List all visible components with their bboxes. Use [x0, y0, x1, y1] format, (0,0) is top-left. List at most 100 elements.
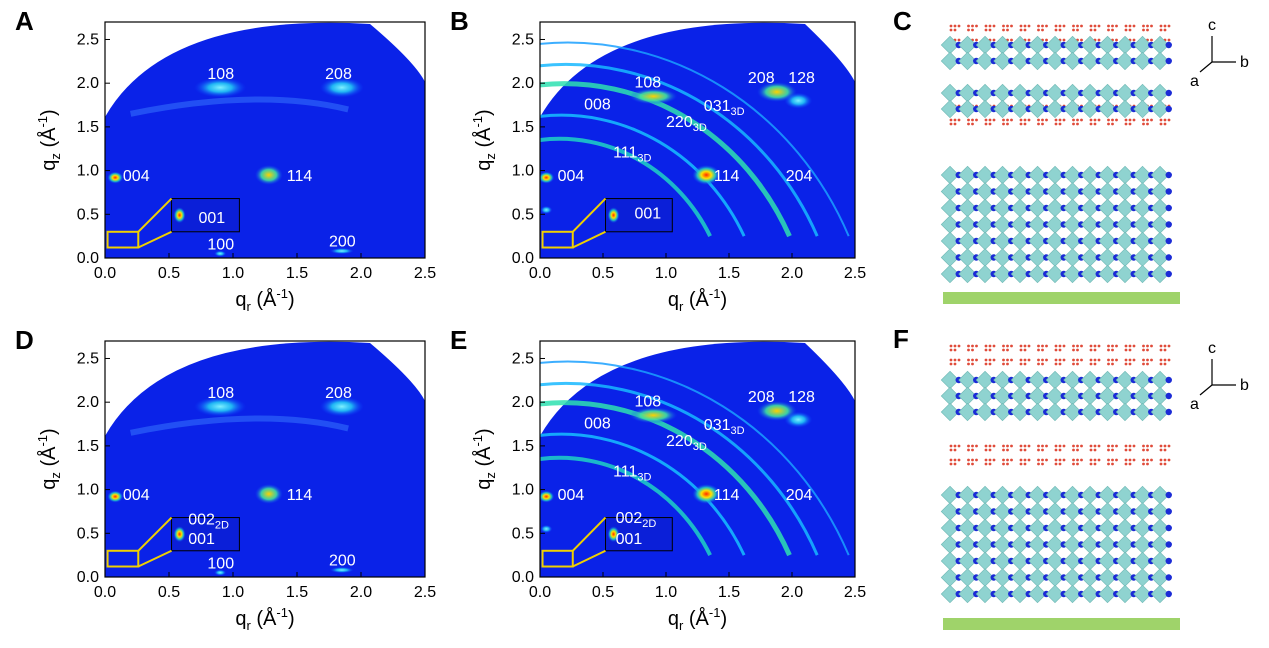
- organic-atom: [984, 122, 988, 126]
- organic-atom: [1097, 38, 1101, 42]
- organic-atom: [1142, 462, 1145, 466]
- x-tick-label: 1.5: [286, 584, 308, 601]
- organic-atom: [1167, 38, 1171, 42]
- organic-atom: [1167, 444, 1171, 448]
- organic-atom: [1027, 358, 1031, 362]
- scattering-ring: [540, 81, 792, 238]
- organic-atom: [949, 462, 953, 466]
- organic-atom: [1167, 24, 1171, 28]
- organic-atom: [1132, 444, 1136, 448]
- organic-atom: [1041, 28, 1044, 32]
- organic-atom: [967, 118, 970, 122]
- octahedron: [1080, 99, 1100, 119]
- substrate: [943, 292, 1180, 304]
- organic-atom: [1163, 118, 1167, 122]
- organic-atom: [1097, 458, 1101, 462]
- organic-atom: [1111, 462, 1114, 466]
- octahedron: [1063, 584, 1082, 604]
- diffraction-spot: [540, 524, 553, 533]
- organic-atom: [1076, 462, 1079, 466]
- inset-spot: [173, 207, 186, 224]
- organic-atom: [957, 444, 961, 448]
- organic-atom: [975, 358, 978, 362]
- organic-atom: [1093, 358, 1097, 362]
- organic-atom: [967, 358, 970, 362]
- diffraction-spot: [629, 88, 678, 105]
- organic-atom: [1058, 118, 1062, 122]
- octahedron: [1115, 584, 1135, 604]
- organic-atom: [1146, 462, 1149, 466]
- organic-atom: [1128, 24, 1132, 28]
- peak-labels: 108 208 004 114 001 100 200: [123, 66, 356, 253]
- organic-atom: [1037, 362, 1040, 366]
- organic-atom: [1167, 344, 1171, 348]
- organic-atom: [967, 24, 970, 28]
- y-tick-label: 1.5: [77, 438, 99, 455]
- plot-D: 0.0 0.5 1.0 1.5 2.0 2.5 0.0 0.5 1.0 1.5 2.0 2.5 qr (…: [15, 325, 436, 633]
- organic-atom: [1124, 444, 1128, 448]
- organic-atom: [967, 122, 970, 126]
- organic-atom: [992, 344, 996, 348]
- organic-atom: [988, 462, 992, 466]
- organic-atom: [1002, 458, 1005, 462]
- organic-atom: [1111, 122, 1114, 126]
- organic-atom: [1080, 24, 1083, 28]
- zoom-line: [137, 549, 172, 568]
- octahedron: [1080, 264, 1100, 284]
- cation: [1165, 541, 1172, 548]
- organic-atom: [984, 362, 988, 366]
- octahedron: [1045, 51, 1065, 71]
- organic-atom: [1159, 358, 1163, 362]
- cation: [1165, 237, 1172, 245]
- organic-atom: [1142, 348, 1145, 352]
- diffraction-spot: [540, 171, 555, 184]
- organic-atom: [1019, 348, 1023, 352]
- cation: [1165, 408, 1172, 416]
- organic-atom: [1037, 444, 1040, 448]
- peak-004: 004: [123, 168, 150, 185]
- organic-atom: [1128, 28, 1132, 32]
- organic-atom: [1019, 118, 1023, 122]
- organic-atom: [1023, 358, 1027, 362]
- y-tick-label: 2.0: [77, 75, 99, 92]
- panel-letter: A: [15, 6, 34, 36]
- organic-atom: [1027, 444, 1031, 448]
- cation: [1165, 105, 1172, 113]
- a-axis-arrow: [1199, 61, 1213, 73]
- organic-atom: [1027, 458, 1031, 462]
- x-tick-label: 1.0: [655, 265, 677, 282]
- organic-atom: [1058, 444, 1062, 448]
- x-tick-label: 1.5: [718, 265, 740, 282]
- octahedron: [1115, 264, 1135, 284]
- organic-atom: [1124, 448, 1128, 452]
- organic-atom: [1041, 118, 1044, 122]
- organic-atom: [971, 444, 974, 448]
- organic-atom: [1010, 118, 1013, 122]
- organic-atom: [1097, 24, 1101, 28]
- octahedron: [940, 51, 960, 71]
- organic-atom: [1006, 448, 1009, 452]
- organic-atom: [1037, 344, 1040, 348]
- organic-atom: [1142, 444, 1145, 448]
- organic-atom: [1054, 28, 1058, 32]
- octahedron: [1150, 99, 1170, 119]
- organic-atom: [1107, 122, 1110, 126]
- organic-atom: [1097, 118, 1101, 122]
- organic-atom: [1097, 344, 1101, 348]
- octahedron: [1045, 264, 1065, 284]
- organic-atom: [1146, 358, 1149, 362]
- scattering-ring: [540, 113, 746, 237]
- organic-atom: [1111, 348, 1114, 352]
- octahedron: [1028, 402, 1047, 422]
- organic-atom: [1054, 458, 1058, 462]
- organic-atom: [1146, 28, 1149, 32]
- organic-atom: [1072, 458, 1075, 462]
- cation: [1165, 171, 1172, 179]
- organic-atom: [984, 358, 988, 362]
- organic-atom: [1080, 358, 1083, 362]
- organic-atom: [1089, 344, 1093, 348]
- organic-atom: [1115, 38, 1118, 42]
- organic-atom: [1159, 28, 1163, 32]
